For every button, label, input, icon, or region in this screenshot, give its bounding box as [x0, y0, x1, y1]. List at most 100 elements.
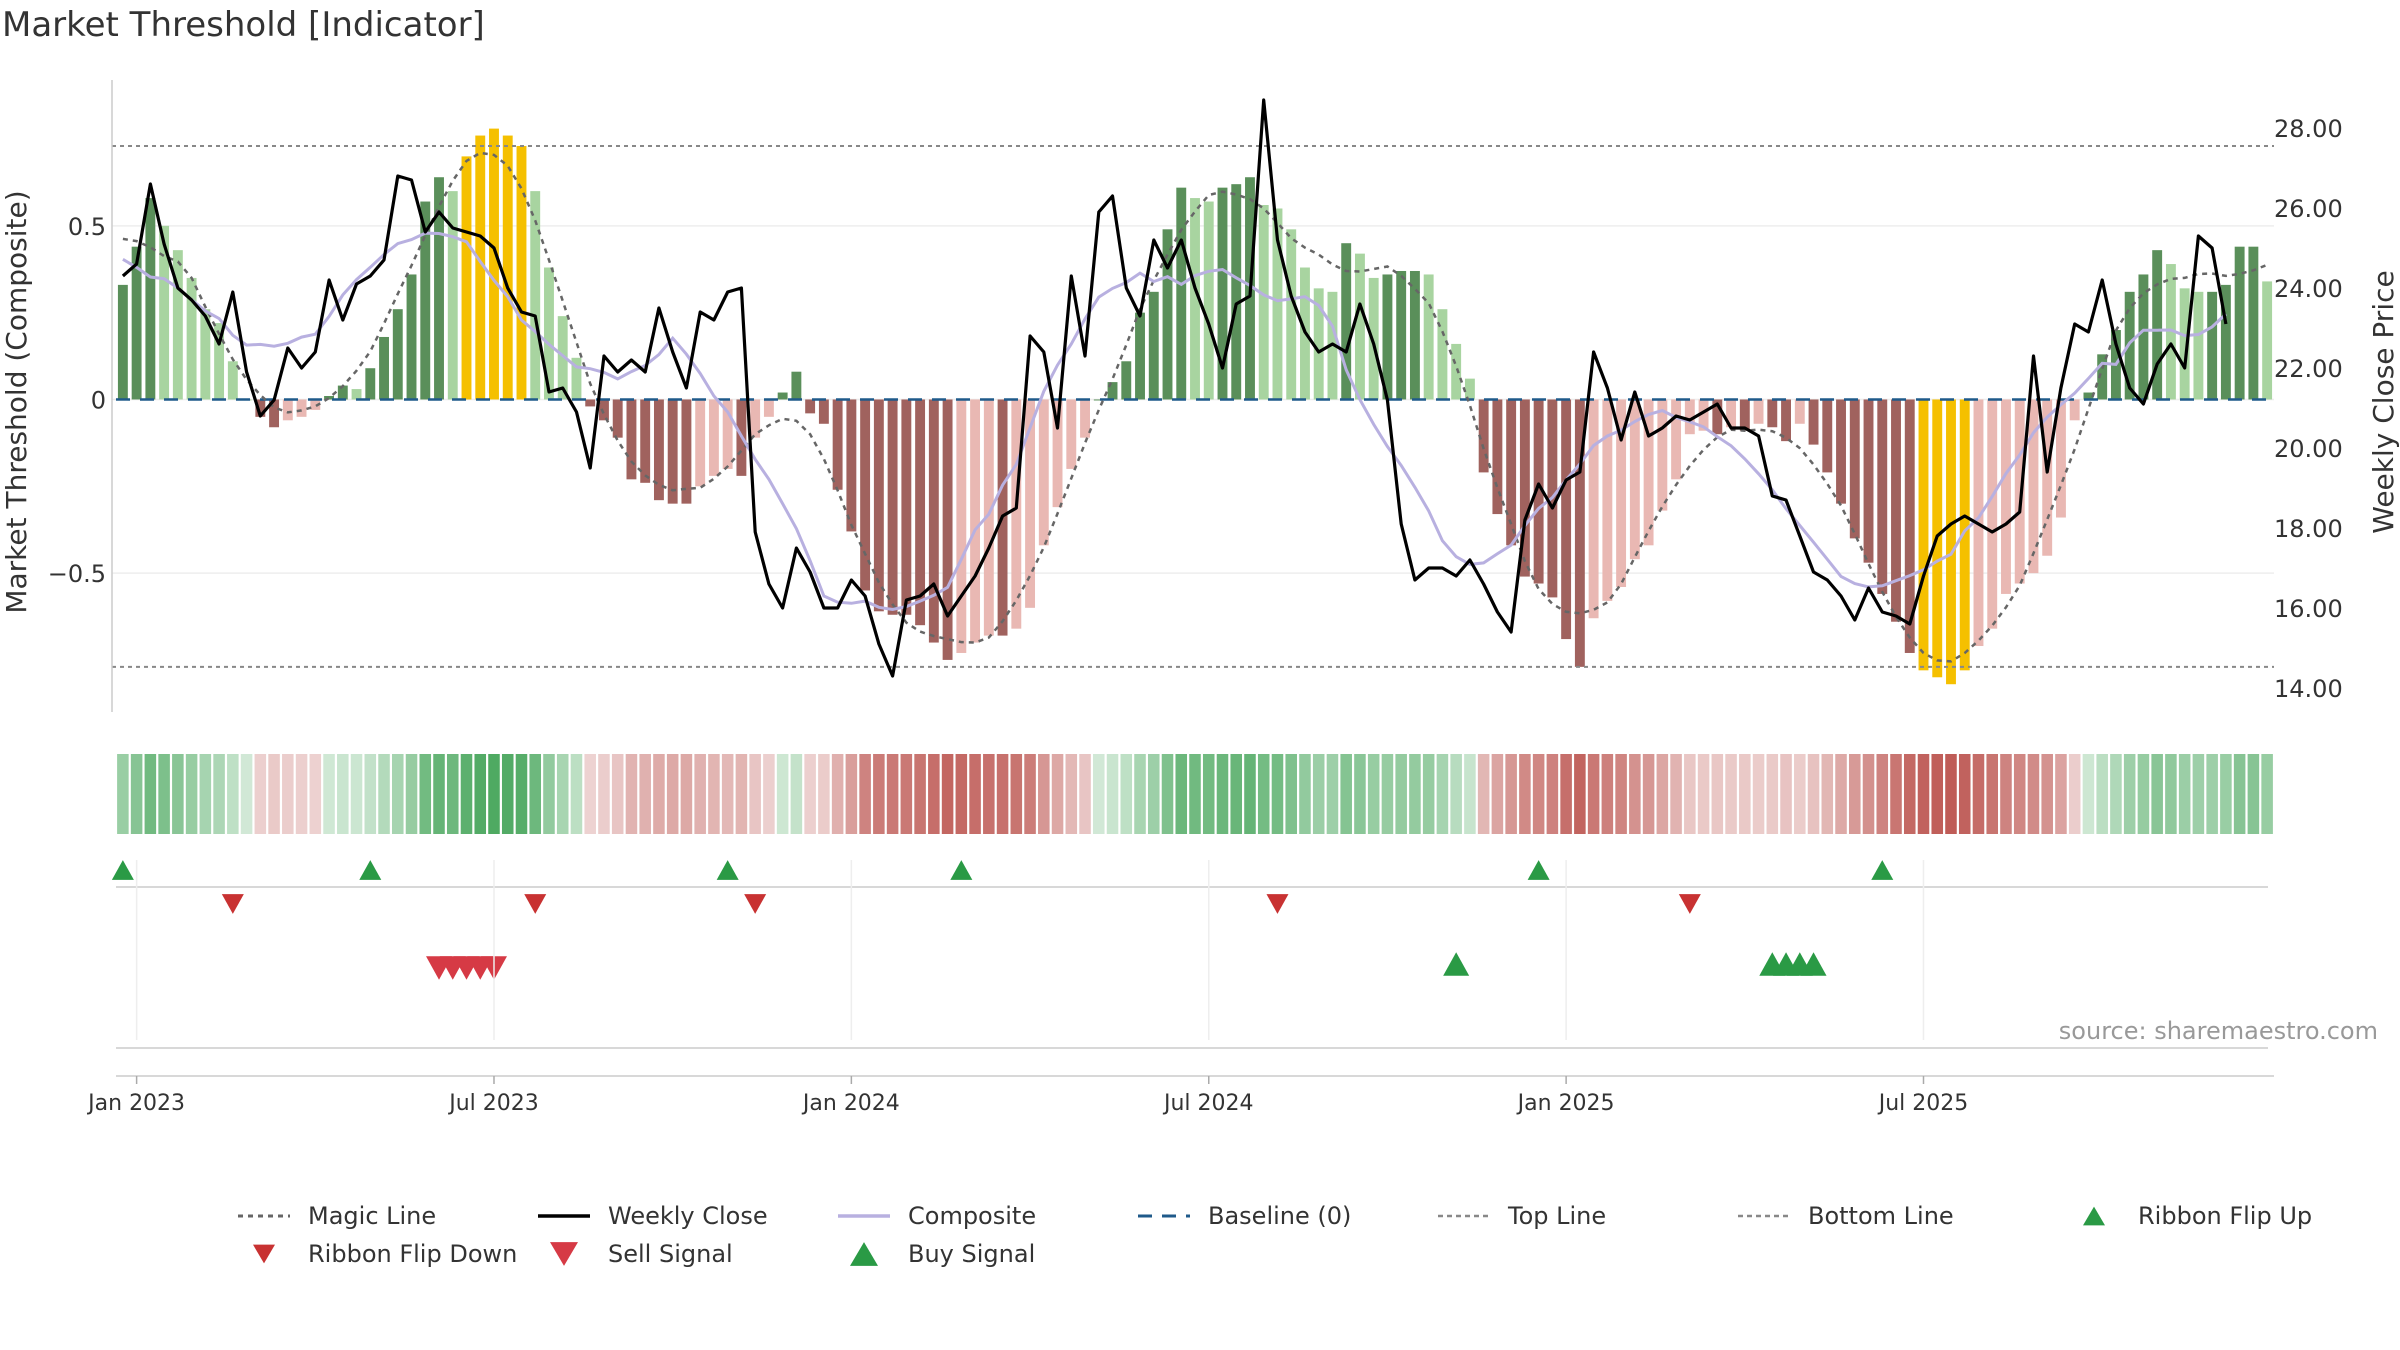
composite-bar	[420, 201, 431, 400]
composite-bar	[1396, 270, 1407, 400]
ribbon-cell	[2041, 754, 2053, 834]
composite-bar	[1368, 277, 1379, 400]
ribbon-cell	[2082, 754, 2095, 834]
ribbon-flip-down-marker	[524, 894, 547, 914]
composite-bar	[2262, 281, 2273, 400]
composite-bar	[2193, 291, 2204, 400]
composite-bar	[1794, 399, 1805, 424]
ribbon-cell	[474, 754, 487, 834]
ribbon-flip-up-marker	[1527, 860, 1550, 880]
legend-label: Magic Line	[308, 1202, 436, 1230]
composite-bar	[255, 399, 266, 417]
composite-bar	[530, 191, 541, 400]
ribbon-cell	[1986, 754, 1998, 834]
ribbon-flip-down-marker	[1266, 894, 1289, 914]
ribbon-cell	[433, 754, 445, 834]
composite-bar	[1423, 274, 1434, 400]
left-tick-label: 0.5	[68, 213, 106, 241]
ribbon-cell	[1546, 754, 1559, 834]
composite-bar	[970, 399, 981, 643]
composite-bar	[1959, 399, 1970, 671]
ribbon-cell	[625, 754, 638, 834]
ribbon-cell	[1134, 754, 1146, 834]
composite-bar	[1629, 399, 1640, 560]
composite-bar	[832, 399, 843, 490]
composite-bar	[873, 399, 884, 612]
legend-label: Top Line	[1507, 1202, 1606, 1230]
x-tick-label: Jan 2023	[86, 1091, 185, 1116]
legend-item: Bottom Line	[1738, 1202, 1954, 1230]
ribbon-cell	[1725, 754, 1737, 834]
right-tick-label: 22.00	[2274, 355, 2343, 383]
composite-bar	[1409, 270, 1420, 400]
ribbon-cell	[886, 754, 899, 834]
composite-bar	[1121, 361, 1132, 400]
legend-item: Weekly Close	[538, 1202, 768, 1230]
composite-bar	[324, 396, 334, 400]
ribbon-cell	[1848, 754, 1861, 834]
composite-bar	[502, 135, 513, 400]
legend-item: Baseline (0)	[1138, 1202, 1351, 1230]
composite-bar	[2042, 399, 2053, 556]
ribbon-cell	[914, 754, 926, 834]
composite-bar	[928, 399, 939, 643]
ribbon-cell	[969, 754, 981, 834]
composite-bar	[1657, 399, 1668, 511]
composite-bar	[1107, 382, 1118, 400]
ribbon-cell	[1903, 754, 1916, 834]
composite-bar	[2069, 399, 2080, 421]
x-tick-label: Jan 2024	[801, 1091, 900, 1116]
ribbon-cell	[1354, 754, 1366, 834]
legend-label: Sell Signal	[608, 1240, 733, 1268]
ribbon-cell	[1147, 754, 1160, 834]
composite-bar	[406, 274, 417, 400]
ribbon-cell	[1271, 754, 1284, 834]
composite-line	[122, 231, 2227, 612]
ribbon-cell	[488, 754, 500, 834]
right-tick-label: 28.00	[2274, 115, 2343, 143]
composite-bar	[1135, 312, 1145, 400]
ribbon-cell	[1711, 754, 1724, 834]
composite-bar	[1519, 399, 1530, 577]
composite-bar	[681, 399, 692, 504]
ribbon-cell	[1766, 754, 1779, 834]
ribbon-cell	[2247, 754, 2260, 834]
ribbon-cell	[2137, 754, 2150, 834]
ribbon-cell	[1477, 754, 1490, 834]
composite-bar	[1684, 399, 1695, 435]
composite-bar	[145, 198, 156, 400]
composite-bar	[2028, 399, 2039, 574]
ribbon-cell	[941, 754, 954, 834]
composite-bar	[1533, 399, 1544, 584]
composite-bar	[447, 191, 458, 400]
ribbon-flip-up-marker	[950, 860, 973, 880]
composite-bar	[1354, 253, 1365, 400]
composite-bar	[571, 357, 582, 400]
ribbon-cell	[680, 754, 693, 834]
ribbon-cell	[928, 754, 940, 834]
ribbon-cell	[1106, 754, 1119, 834]
ribbon-cell	[2027, 754, 2040, 834]
ribbon-cell	[1230, 754, 1243, 834]
ribbon-cell	[2096, 754, 2108, 834]
ribbon-cell	[1202, 754, 1215, 834]
ribbon-cell	[2110, 754, 2122, 834]
composite-bar	[777, 392, 788, 400]
ribbon-cell	[2220, 754, 2232, 834]
composite-bar	[791, 371, 802, 400]
composite-bar	[750, 399, 761, 438]
ribbon-cell	[1642, 754, 1655, 834]
composite-bar	[159, 225, 170, 400]
legend-item: Buy Signal	[850, 1240, 1035, 1268]
chart-title: Market Threshold [Indicator]	[2, 5, 485, 45]
left-tick-label: −0.5	[48, 560, 106, 588]
ribbon-cell	[1340, 754, 1352, 834]
composite-bar	[1066, 399, 1077, 469]
composite-bar	[2165, 264, 2176, 400]
legend-label: Weekly Close	[608, 1202, 768, 1230]
ribbon-cell	[1615, 754, 1627, 834]
composite-bar	[1025, 399, 1036, 608]
legend-label: Ribbon Flip Up	[2138, 1202, 2312, 1230]
ribbon-cell	[694, 754, 706, 834]
